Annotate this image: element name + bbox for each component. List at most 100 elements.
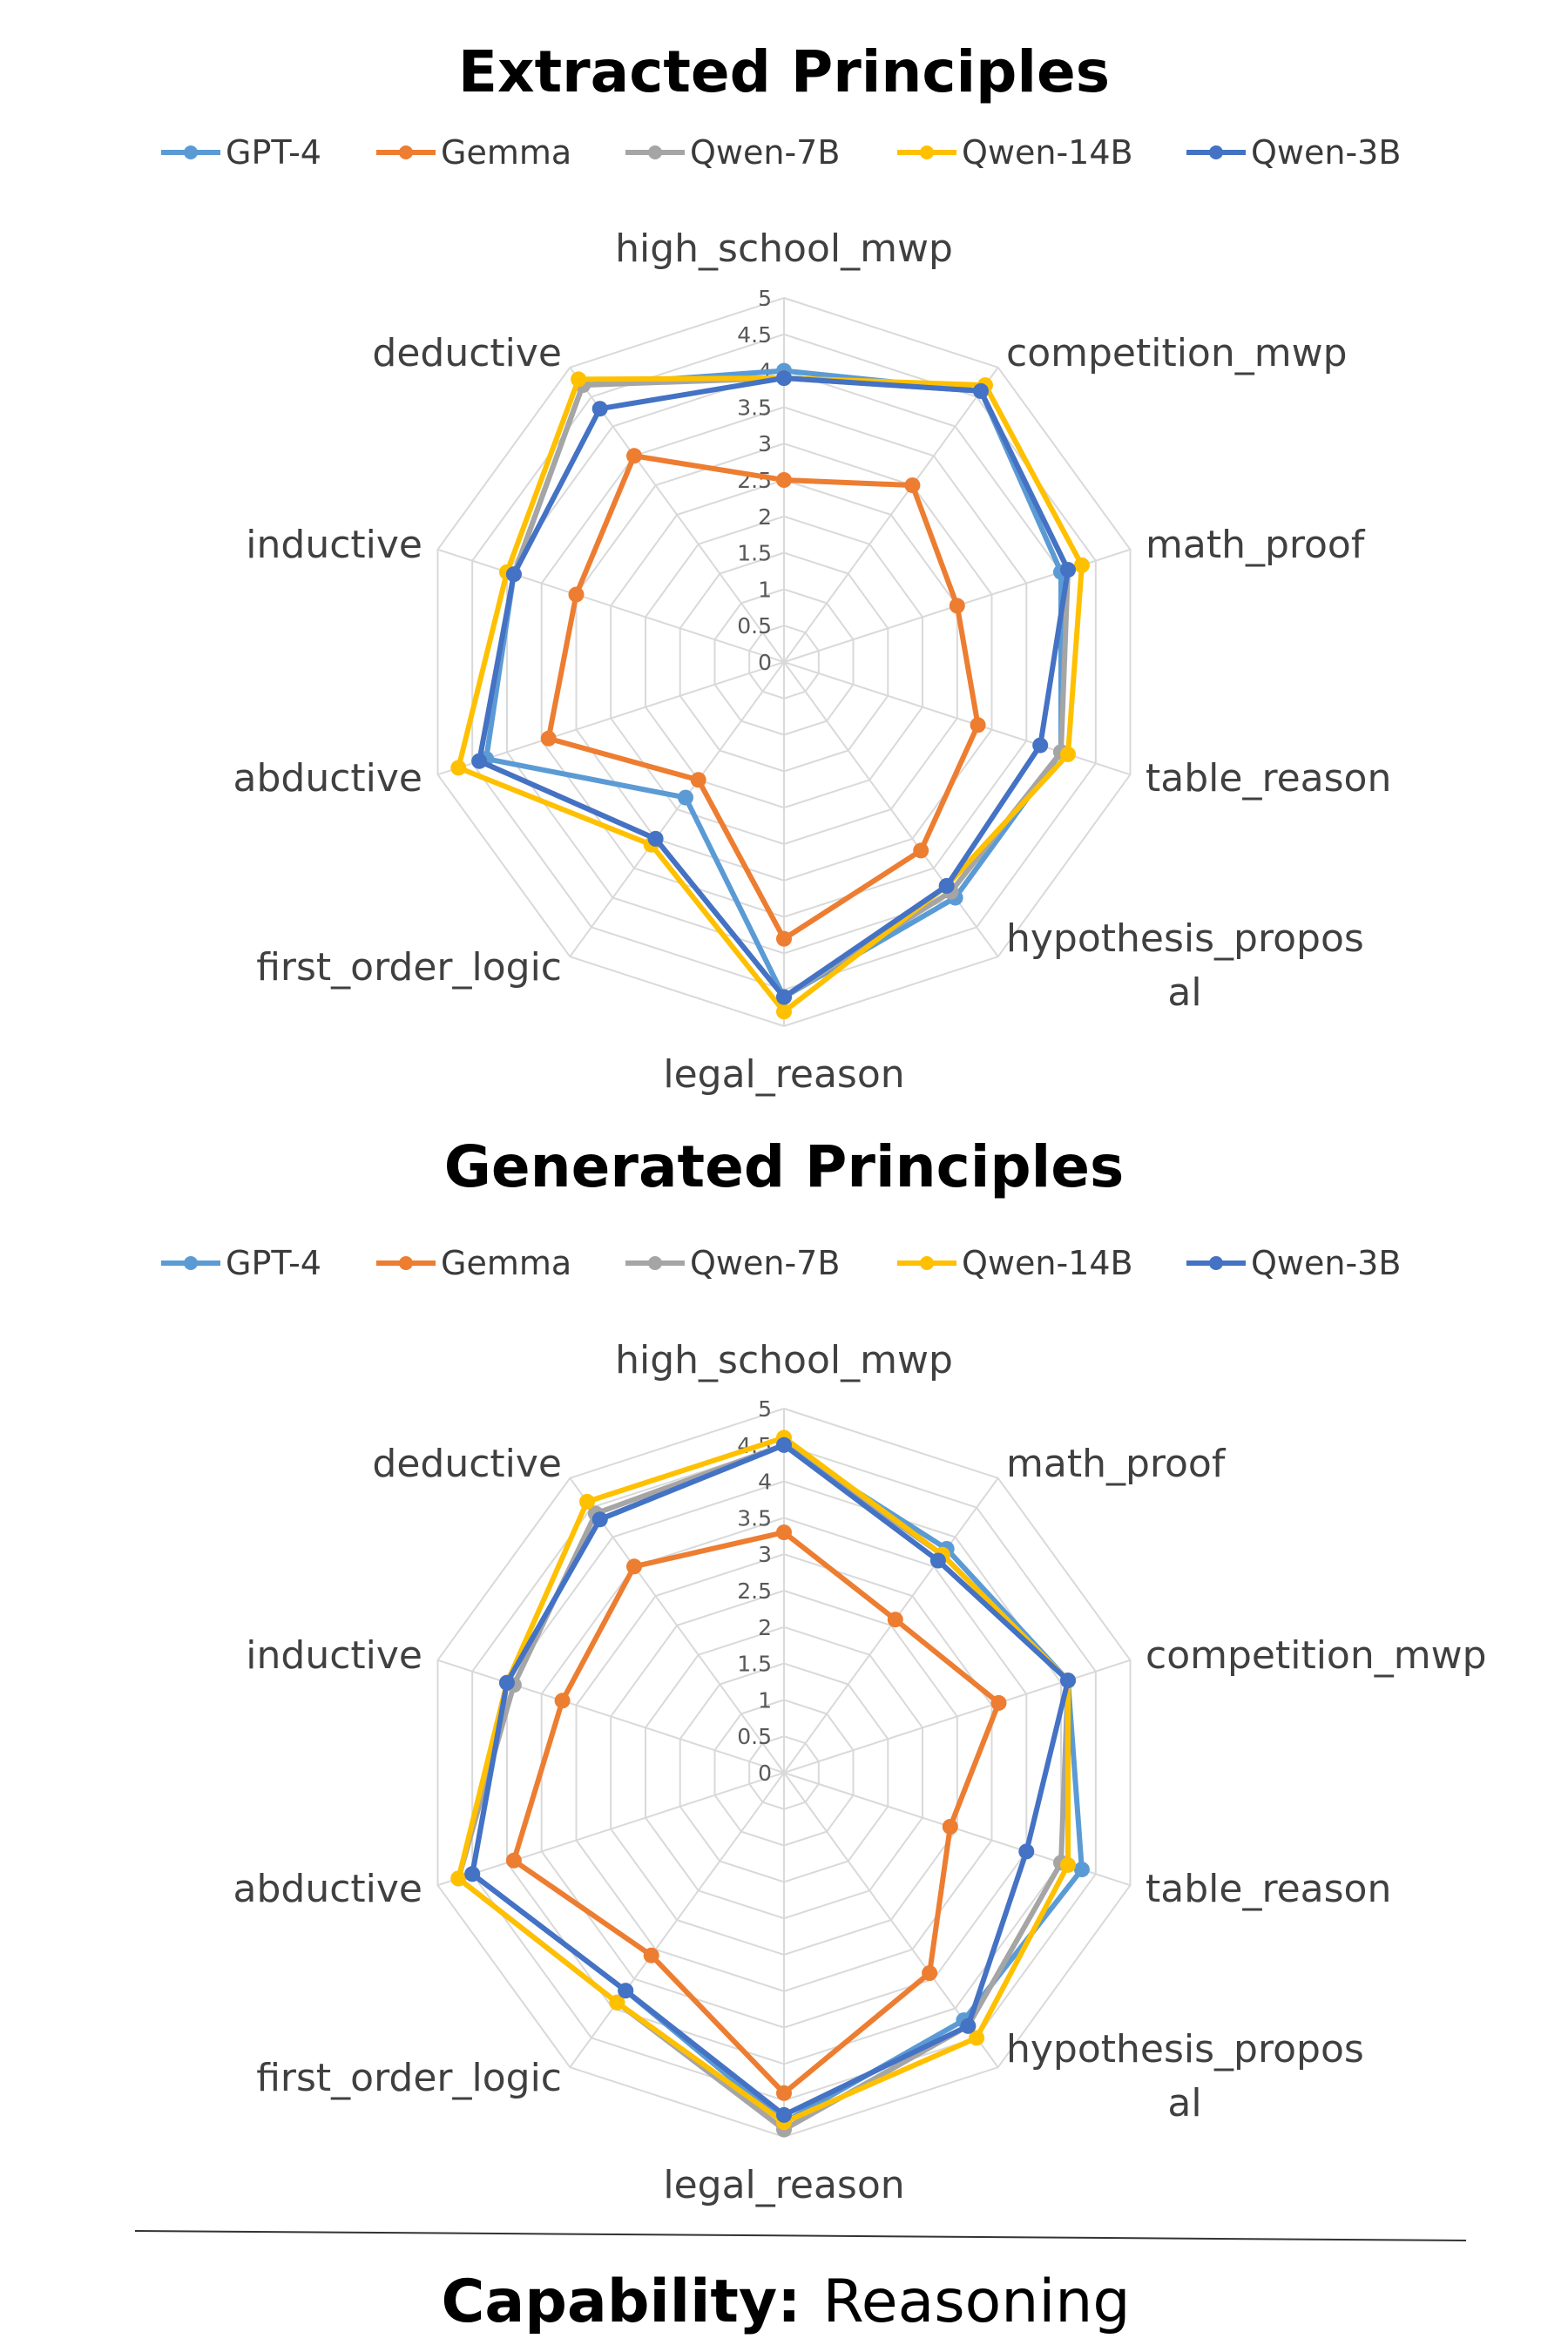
data-point <box>471 753 488 769</box>
data-point <box>929 1552 946 1569</box>
legend-label: GPT-4 <box>226 1244 321 1282</box>
axis-label-line: first_order_logic <box>256 2056 562 2100</box>
legend-item-qwen-3b: Qwen-3B <box>1186 1244 1401 1282</box>
axis-label-line: competition_mwp <box>1146 1633 1487 1678</box>
series-qwen-3b <box>471 370 1076 1005</box>
axis-label-line: math_proof <box>1146 523 1366 567</box>
footer-label: Capability: <box>441 2268 801 2336</box>
tick-label: 2.5 <box>737 1578 772 1604</box>
data-point <box>568 586 585 603</box>
axis-label-inductive: inductive <box>246 523 422 567</box>
data-point <box>690 772 706 788</box>
axis-label-line: high_school_mwp <box>615 1338 953 1382</box>
spoke <box>569 661 785 957</box>
axis-label-hypothesis-proposal: hypothesis_propos al <box>1006 916 1364 1015</box>
data-point <box>1032 737 1049 754</box>
legend-label: Qwen-14B <box>962 1244 1133 1282</box>
axis-label-deductive: deductive <box>372 1442 562 1486</box>
extracted-principles-chart: Extracted Principles GPT-4 Gemma Qwen-7B Qwe… <box>161 38 1401 1097</box>
tick-label: 0 <box>758 650 772 675</box>
axis-label-abductive: abductive <box>233 756 423 801</box>
tick-label: 4 <box>758 1470 772 1495</box>
axis-label-line: inductive <box>246 1633 422 1678</box>
data-point <box>571 371 587 388</box>
data-point <box>554 1693 571 1709</box>
tick-label: 1 <box>758 577 772 602</box>
legend-item-gpt-4: GPT-4 <box>161 133 321 172</box>
data-point <box>938 878 955 894</box>
tick-label: 2 <box>758 504 772 530</box>
tick-label: 3 <box>758 431 772 456</box>
legend-marker <box>648 145 662 159</box>
data-point <box>579 1493 595 1510</box>
data-point <box>450 1870 467 1887</box>
data-point <box>776 1436 792 1453</box>
tick-label: 0.5 <box>737 1724 772 1749</box>
axis-label-inductive: inductive <box>246 1633 422 1678</box>
data-point <box>1060 1673 1076 1689</box>
data-point <box>776 989 792 1005</box>
tick-label: 3.5 <box>737 1505 772 1531</box>
axis-label-line: high_school_mwp <box>615 226 953 271</box>
axis-label-line: table_reason <box>1146 756 1391 801</box>
legend-marker <box>1209 1256 1223 1270</box>
tick-label: 1.5 <box>737 541 772 566</box>
data-point <box>776 472 792 488</box>
spoke <box>437 1659 785 1774</box>
legend-item-gpt-4: GPT-4 <box>161 1244 321 1282</box>
tick-label: 3.5 <box>737 395 772 420</box>
data-point <box>618 1983 634 1999</box>
tick-label: 3 <box>758 1542 772 1567</box>
spoke <box>783 367 999 663</box>
axis-label-line: abductive <box>233 1867 423 1911</box>
legend-marker <box>1209 145 1223 159</box>
legend-item-gemma: Gemma <box>376 1244 571 1282</box>
series-line <box>476 375 1071 1000</box>
axis-label-abductive: abductive <box>233 1867 423 1911</box>
legend-item-gemma: Gemma <box>376 133 571 172</box>
legend-item-qwen-14b: Qwen-14B <box>897 1244 1133 1282</box>
legend-marker <box>399 145 413 159</box>
axis-label-first-order-logic: first_order_logic <box>256 945 562 990</box>
data-point <box>626 1558 642 1575</box>
legend-label: GPT-4 <box>226 133 321 172</box>
series-qwen-7b <box>471 370 1076 1005</box>
spoke <box>437 548 785 663</box>
axis-label-table-reason: table_reason <box>1146 1867 1391 1911</box>
legend-item-qwen-7b: Qwen-7B <box>625 1244 840 1282</box>
axis-label-table-reason: table_reason <box>1146 756 1391 801</box>
data-point <box>776 2106 792 2123</box>
series-qwen-14b <box>450 370 1090 1020</box>
data-point <box>626 448 642 464</box>
axis-label-math-proof: math_proof <box>1006 1442 1227 1486</box>
legend-label: Gemma <box>441 133 571 172</box>
axis-label-line: deductive <box>372 1442 562 1486</box>
data-point <box>591 401 608 417</box>
axis-label-line: competition_mwp <box>1006 331 1348 375</box>
data-point <box>464 1866 481 1882</box>
data-point <box>505 566 522 583</box>
spoke <box>437 1772 785 1887</box>
legend-marker <box>648 1256 662 1270</box>
legend-marker <box>920 1256 934 1270</box>
data-point <box>1060 1856 1076 1873</box>
axis-label-competition-mwp: competition_mwp <box>1146 1633 1487 1678</box>
axis-label-line: legal_reason <box>663 1052 904 1097</box>
data-point <box>499 1674 515 1691</box>
footer-value: Reasoning <box>823 2268 1131 2336</box>
tick-label: 5 <box>758 286 772 311</box>
generated-principles-chart: Generated Principles GPT-4 Gemma Qwen-7B Qwe… <box>161 1133 1487 2207</box>
data-point <box>591 1511 608 1528</box>
data-point <box>505 1852 522 1869</box>
series-gemma <box>540 448 986 947</box>
axis-label-line: math_proof <box>1006 1442 1227 1486</box>
footer-caption: Capability: Reasoning <box>441 2268 1130 2336</box>
tick-label: 1 <box>758 1687 772 1713</box>
legend-label: Qwen-7B <box>690 133 840 172</box>
legend-marker <box>399 1256 413 1270</box>
axis-label-line: deductive <box>372 331 562 375</box>
legend-marker <box>184 1256 198 1270</box>
series-qwen-3b <box>464 1436 1076 2123</box>
axis-label-deductive: deductive <box>372 331 562 375</box>
